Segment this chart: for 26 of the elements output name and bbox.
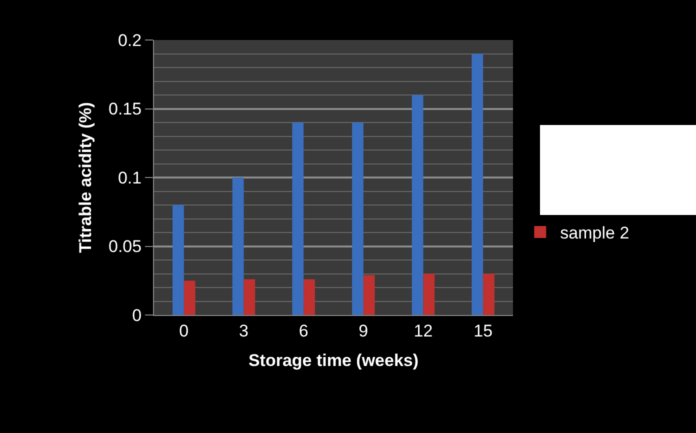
legend-label: sample 2 — [560, 224, 630, 243]
bar — [483, 274, 494, 315]
bar — [232, 178, 244, 315]
bar — [352, 122, 364, 315]
y-tick-label: 0.1 — [118, 168, 142, 188]
bar — [172, 205, 184, 315]
y-tick-label: 0.05 — [108, 237, 142, 256]
bar — [412, 95, 424, 315]
x-tick-label: 15 — [474, 321, 493, 340]
bar — [292, 122, 304, 315]
bar — [184, 280, 196, 315]
x-axis-title: Storage time (weeks) — [248, 350, 419, 370]
x-tick-label: 9 — [358, 321, 368, 340]
bar — [244, 279, 256, 315]
bar — [423, 274, 435, 315]
bar — [363, 275, 375, 315]
x-tick-label: 6 — [298, 321, 308, 340]
bar — [472, 54, 484, 315]
y-tick-label: 0.2 — [118, 30, 142, 50]
bar — [304, 279, 315, 315]
x-tick-label: 3 — [239, 321, 248, 340]
y-tick-label: 0 — [132, 306, 142, 325]
y-tick-label: 0.15 — [108, 100, 142, 119]
y-axis-title: Titrable acidity (%) — [76, 102, 96, 253]
x-tick-label: 0 — [179, 321, 189, 340]
x-tick-label: 12 — [414, 321, 433, 340]
